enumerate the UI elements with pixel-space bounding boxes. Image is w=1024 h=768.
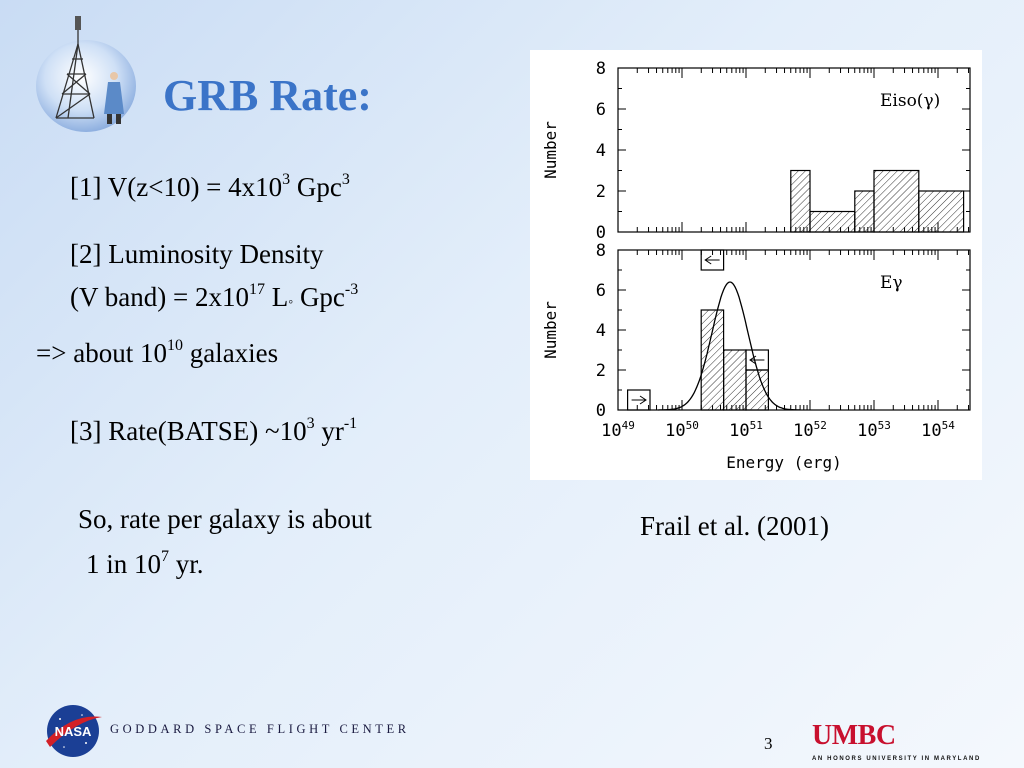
item-batse-rate: [3] Rate(BATSE) ~103 yr-1 (70, 415, 358, 446)
x-tick-label: 1049 (601, 419, 635, 441)
energy-histogram-figure: 0 2 4 6 8 Number Eiso(γ) 0 2 4 6 8 Number Eγ 1049 105… (530, 50, 982, 480)
limit-arrow-head (639, 395, 647, 405)
panel-label: Eiso(γ) (880, 91, 940, 111)
figure-caption: Frail et al. (2001) (640, 511, 829, 541)
umbc-logo: UMBC AN HONORS UNIVERSITY IN MARYLAND (812, 720, 981, 763)
y-tick-label: 4 (596, 321, 606, 341)
limit-box (626, 389, 651, 411)
item-luminosity-heading: [2] Luminosity Density (70, 239, 324, 269)
histogram-bar (873, 169, 920, 233)
umbc-logo-text: UMBC (812, 720, 896, 751)
limit-box (700, 249, 725, 271)
x-tick-label: 1050 (665, 419, 699, 441)
histogram-bar (700, 309, 725, 411)
histogram-bar (854, 190, 875, 233)
y-tick-label: 4 (596, 141, 606, 161)
y-tick-label: 0 (596, 223, 606, 243)
x-tick-label: 1053 (857, 419, 891, 441)
goddard-center-name: GODDARD SPACE FLIGHT CENTER (110, 722, 410, 736)
top-panel: 0 2 4 6 8 Number Eiso(γ) (541, 59, 971, 243)
x-tick-label: 1054 (921, 419, 955, 441)
nasa-logo-text: NASA (55, 724, 92, 739)
plot-frame (617, 249, 971, 411)
y-tick-label: 6 (596, 281, 606, 301)
item-volume: [1] V(z<10) = 4x103 Gpc3 (70, 171, 350, 202)
x-tick-label: 1051 (729, 419, 763, 441)
nasa-meatball-logo: NASA (46, 705, 102, 757)
goddard-rocket-logo (36, 16, 136, 132)
slide-title: GRB Rate: (163, 71, 372, 120)
x-tick-label: 1052 (793, 419, 827, 441)
limit-arrow-head (704, 255, 712, 265)
conclusion-line-1: So, rate per galaxy is about (78, 504, 372, 534)
y-axis-label: Number (541, 301, 560, 359)
item-galaxy-count: => about 1010 galaxies (36, 337, 279, 368)
umbc-tagline: AN HONORS UNIVERSITY IN MARYLAND (812, 756, 981, 762)
histogram-bar (723, 349, 747, 411)
y-tick-label: 6 (596, 100, 606, 120)
y-axis-label: Number (541, 121, 560, 179)
gaussian-fit-curve (658, 281, 801, 411)
y-tick-label: 8 (596, 59, 606, 79)
conclusion-line-2: 1 in 107 yr. (86, 548, 204, 579)
bottom-panel: 0 2 4 6 8 Number Eγ (541, 241, 971, 421)
histogram-bar (790, 169, 811, 233)
panel-label: Eγ (880, 273, 903, 293)
y-tick-label: 8 (596, 241, 606, 261)
y-tick-label: 2 (596, 361, 606, 381)
page-number: 3 (764, 734, 773, 753)
histogram-bar (918, 190, 965, 233)
histogram-bar (809, 210, 856, 233)
y-tick-label: 0 (596, 401, 606, 421)
y-tick-label: 2 (596, 182, 606, 202)
x-axis-labels: 1049 1050 1051 1052 1053 1054 Energy (erg) (601, 419, 955, 472)
item-luminosity-value: (V band) = 2x1017 L◦ Gpc-3 (70, 281, 359, 312)
x-axis-label: Energy (erg) (726, 453, 842, 472)
